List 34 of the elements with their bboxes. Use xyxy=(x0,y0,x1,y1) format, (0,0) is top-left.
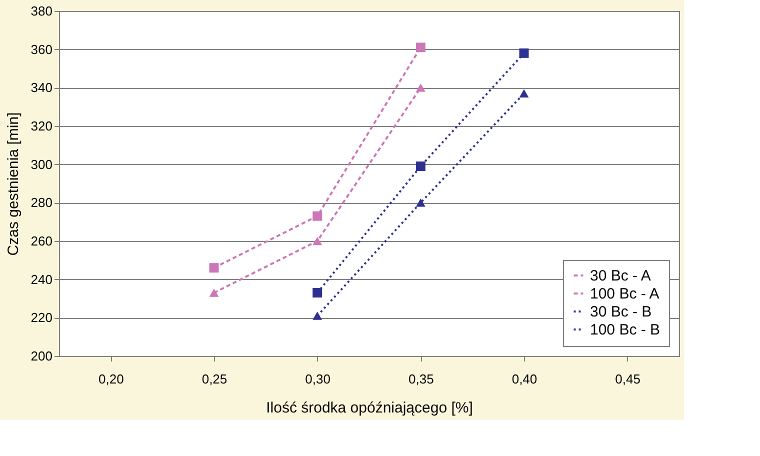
point xyxy=(416,84,426,92)
legend-label: 100 Bc - A xyxy=(590,286,660,302)
point xyxy=(312,288,322,298)
y-axis-title: Czas gestnienia [min] xyxy=(4,112,22,256)
point xyxy=(416,42,426,52)
legend-label: 30 Bc - A xyxy=(590,268,651,284)
y-tick-label: 300 xyxy=(30,156,52,172)
legend-label: 30 Bc - B xyxy=(590,304,652,320)
point xyxy=(312,211,322,221)
y-tick-label: 360 xyxy=(30,42,52,57)
legend-label: 100 Bc - B xyxy=(590,322,660,338)
y-tick-label: 340 xyxy=(30,80,52,96)
x-tick-label: 0,40 xyxy=(512,372,538,386)
x-tick-label: 0,20 xyxy=(98,372,124,386)
y-tick-label: 240 xyxy=(30,272,52,287)
x-tick-label: 0,35 xyxy=(408,372,434,386)
x-tick-label: 0,25 xyxy=(202,372,228,386)
point xyxy=(312,312,322,320)
y-tick-label: 280 xyxy=(30,195,52,210)
point xyxy=(519,89,529,98)
x-axis-title: Ilość środka opóźniającego [%] xyxy=(266,400,473,416)
x-tick-label: 0,45 xyxy=(615,372,640,386)
point xyxy=(416,198,426,207)
y-tick-label: 380 xyxy=(30,4,52,18)
y-tick-label: 320 xyxy=(30,118,52,134)
point xyxy=(312,236,322,246)
x-tick-label: 0,30 xyxy=(305,372,330,386)
point xyxy=(209,288,219,297)
y-tick-label: 200 xyxy=(30,348,52,364)
point xyxy=(519,48,529,58)
point xyxy=(416,162,426,171)
y-tick-label: 260 xyxy=(30,234,52,248)
point xyxy=(209,263,219,273)
y-tick-label: 220 xyxy=(30,310,52,326)
